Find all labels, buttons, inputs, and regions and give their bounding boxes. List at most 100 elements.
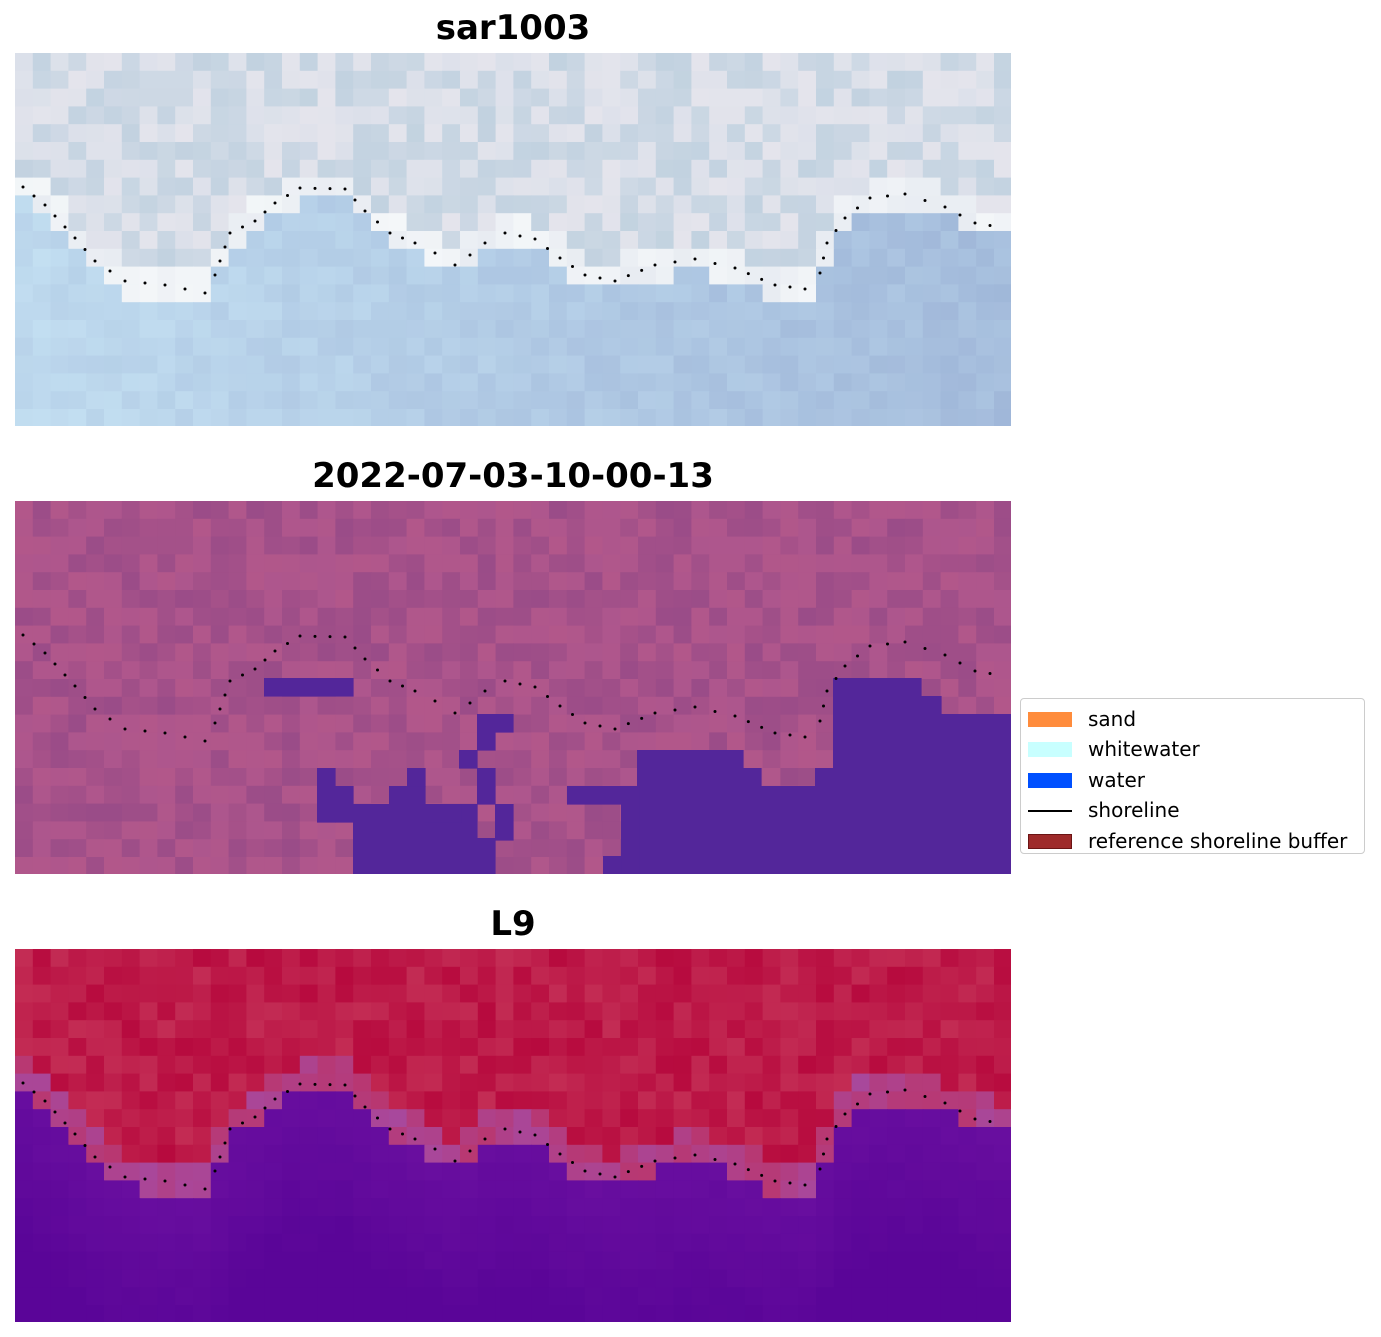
image-pixel <box>780 248 799 268</box>
image-pixel <box>851 195 870 214</box>
image-pixel <box>673 1162 692 1181</box>
image-pixel <box>994 1109 1011 1128</box>
image-pixel <box>655 661 675 680</box>
image-pixel <box>922 643 942 662</box>
image-pixel <box>709 409 728 426</box>
image-pixel <box>798 1002 817 1021</box>
image-pixel <box>86 1251 105 1270</box>
image-pixel <box>104 501 123 520</box>
image-pixel <box>264 1073 283 1092</box>
image-pixel <box>371 1144 390 1164</box>
image-pixel <box>442 501 461 520</box>
shoreline-dot <box>213 1169 217 1173</box>
image-pixel <box>513 1269 532 1288</box>
image-pixel <box>228 195 247 214</box>
image-pixel <box>655 142 675 161</box>
image-pixel <box>887 391 906 410</box>
image-pixel <box>709 302 728 321</box>
image-pixel <box>353 785 372 805</box>
image-pixel <box>602 1109 621 1128</box>
image-pixel <box>691 1144 710 1164</box>
image-pixel <box>549 1055 568 1075</box>
image-pixel <box>460 1233 479 1253</box>
image-pixel <box>442 266 461 285</box>
image-pixel <box>32 643 52 662</box>
image-pixel <box>299 501 319 520</box>
image-pixel <box>887 1073 906 1092</box>
image-pixel <box>228 124 247 143</box>
image-pixel <box>495 857 514 874</box>
image-pixel <box>602 1091 621 1110</box>
shoreline-dot <box>653 711 657 715</box>
image-pixel <box>157 661 176 680</box>
image-pixel <box>86 231 105 250</box>
shoreline-dot <box>241 673 244 677</box>
image-pixel <box>104 142 123 161</box>
image-pixel <box>299 1305 319 1322</box>
shoreline-dot <box>53 214 57 218</box>
image-pixel <box>495 1038 514 1057</box>
image-pixel <box>638 1091 657 1110</box>
image-pixel <box>905 106 924 125</box>
image-pixel <box>406 1287 425 1306</box>
image-pixel <box>958 1002 977 1021</box>
image-pixel <box>887 1180 906 1199</box>
image-pixel <box>228 1109 247 1128</box>
image-pixel <box>994 1233 1011 1253</box>
image-pixel <box>121 70 141 90</box>
image-pixel <box>477 1305 497 1322</box>
image-pixel <box>744 337 764 357</box>
image-pixel <box>584 572 603 591</box>
shoreline-dot <box>856 1102 859 1106</box>
image-pixel <box>549 1269 568 1288</box>
image-pixel <box>317 1269 336 1288</box>
image-pixel <box>32 1144 52 1164</box>
image-pixel <box>887 966 906 986</box>
image-pixel <box>353 750 372 769</box>
image-pixel <box>246 266 265 285</box>
image-pixel <box>602 949 621 968</box>
image-pixel <box>638 572 657 591</box>
image-pixel <box>816 355 835 374</box>
image-pixel <box>246 1055 265 1075</box>
image-pixel <box>264 1127 283 1146</box>
image-pixel <box>264 949 283 968</box>
image-pixel <box>958 536 977 555</box>
image-pixel <box>282 355 301 374</box>
image-pixel <box>638 949 657 968</box>
image-pixel <box>905 391 924 410</box>
image-pixel <box>15 355 34 374</box>
image-pixel <box>994 1269 1011 1288</box>
legend-label: whitewater <box>1088 737 1200 762</box>
image-pixel <box>940 1127 959 1146</box>
image-pixel <box>104 768 123 787</box>
image-pixel <box>762 177 781 196</box>
image-pixel <box>121 732 141 751</box>
image-pixel <box>282 1233 301 1253</box>
image-pixel <box>299 554 319 573</box>
image-pixel <box>442 1055 461 1075</box>
image-pixel <box>549 554 568 573</box>
image-pixel <box>477 1216 497 1235</box>
image-pixel <box>299 248 319 268</box>
image-pixel <box>264 1269 283 1288</box>
image-pixel <box>727 1198 746 1217</box>
image-pixel <box>406 159 425 179</box>
image-pixel <box>282 106 301 125</box>
image-pixel <box>833 1233 853 1253</box>
image-pixel <box>940 337 959 357</box>
image-pixel <box>905 248 924 268</box>
image-pixel <box>406 1180 425 1199</box>
image-pixel <box>477 554 497 573</box>
image-pixel <box>86 248 105 268</box>
image-pixel <box>68 501 87 520</box>
shoreline-dot <box>401 1132 404 1136</box>
image-pixel <box>816 643 835 662</box>
image-pixel <box>584 607 603 627</box>
image-pixel <box>282 284 301 303</box>
image-pixel <box>994 1002 1011 1021</box>
image-pixel <box>869 1162 888 1181</box>
image-pixel <box>50 1073 69 1092</box>
image-pixel <box>86 284 105 303</box>
image-pixel <box>513 106 532 125</box>
